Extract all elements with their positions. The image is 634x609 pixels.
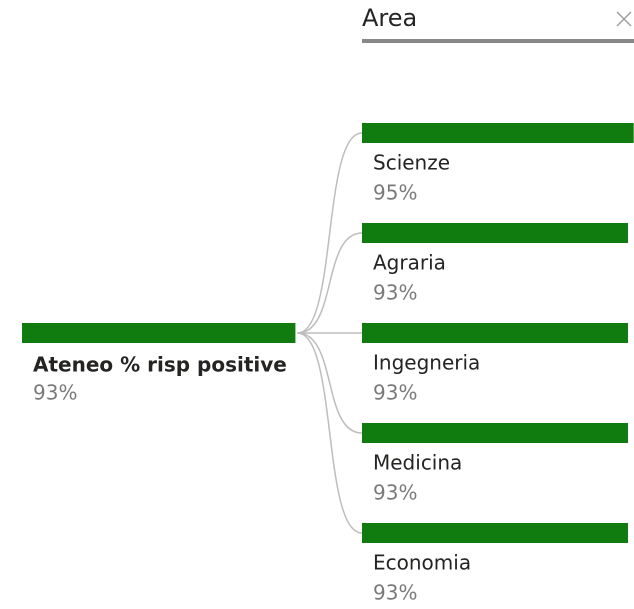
value-label: 93%	[373, 381, 417, 405]
connector	[297, 232, 363, 334]
value-label: 95%	[373, 181, 417, 205]
value-label: 93%	[373, 481, 417, 505]
value-label: 93%	[373, 281, 417, 305]
connector	[297, 132, 363, 334]
root-name: Ateneo % risp positive	[33, 353, 287, 377]
bar	[362, 223, 628, 243]
level-title: Area	[362, 4, 417, 32]
root-bar	[22, 323, 296, 343]
close-button[interactable]	[616, 11, 632, 27]
bar	[362, 323, 628, 343]
category-name: Economia	[373, 551, 471, 575]
category-name: Ingegneria	[373, 351, 480, 375]
category-name: Medicina	[373, 451, 462, 475]
category-name: Agraria	[373, 251, 446, 275]
value-label: 93%	[373, 581, 417, 605]
root-value: 93%	[33, 381, 77, 405]
bar	[362, 423, 628, 443]
level-underline	[362, 39, 634, 43]
connector	[297, 332, 363, 534]
bar	[362, 123, 634, 143]
connector	[297, 332, 363, 434]
bar	[362, 523, 628, 543]
category-name: Scienze	[373, 151, 450, 175]
